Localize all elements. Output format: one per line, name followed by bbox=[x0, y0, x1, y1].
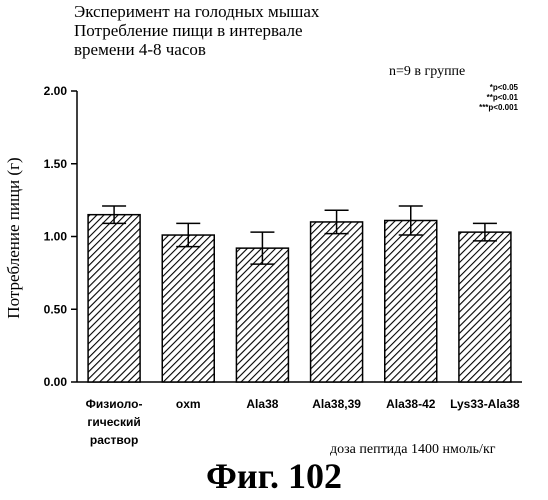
y-tick-label: 1.50 bbox=[44, 157, 68, 171]
bar bbox=[236, 248, 288, 382]
x-category-label: гический bbox=[87, 415, 140, 429]
figure-label: Фиг. 102 bbox=[0, 456, 548, 496]
bar bbox=[88, 215, 140, 382]
x-category-label: oxm bbox=[176, 397, 201, 411]
bar bbox=[459, 232, 511, 382]
x-category-label: Ala38-42 bbox=[386, 397, 436, 411]
x-category-label: Физиоло- bbox=[86, 397, 143, 411]
bar bbox=[162, 235, 214, 382]
x-category-label: Ala38,39 bbox=[312, 397, 361, 411]
x-category-label: Lys33-Ala38 bbox=[450, 397, 520, 411]
bar bbox=[385, 220, 437, 382]
bar bbox=[311, 222, 363, 382]
x-category-label: Ala38 bbox=[246, 397, 278, 411]
y-tick-label: 0.00 bbox=[44, 375, 68, 389]
y-tick-label: 1.00 bbox=[44, 230, 68, 244]
y-tick-label: 0.50 bbox=[44, 302, 68, 316]
y-tick-label: 2.00 bbox=[44, 84, 68, 98]
x-category-label: раствор bbox=[90, 433, 138, 447]
